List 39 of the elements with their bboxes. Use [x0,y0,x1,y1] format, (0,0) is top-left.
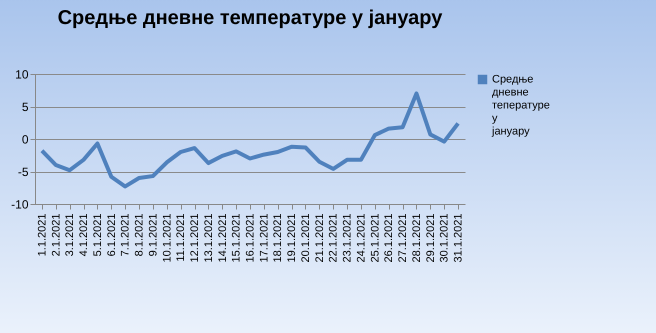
x-tick-label: 1.1.2021 [36,214,48,256]
x-tick-label: 12.1.2021 [189,214,202,262]
x-tick-label: 14.1.2021 [216,214,229,262]
x-tick-label: 4.1.2021 [78,214,90,256]
x-tick-label: 29.1.2021 [424,214,437,262]
y-tick-label: 10 [15,68,29,82]
x-tick-label: 6.1.2021 [106,214,118,256]
x-tick-label: 11.1.2021 [175,214,188,262]
x-tick-label: 22.1.2021 [328,214,340,262]
x-tick-label: 13.1.2021 [202,214,215,262]
x-tick-label: 16.1.2021 [244,214,256,262]
y-tick-label: 0 [22,132,29,146]
y-tick-label: -10 [11,198,29,212]
x-tick-label: 15.1.2021 [230,214,243,262]
x-tick-label: 24.1.2021 [355,214,368,262]
y-tick-label: 5 [22,100,29,114]
x-tick-label: 3.1.2021 [64,214,76,256]
line-series [40,92,460,188]
x-tick-label: 18.1.2021 [272,214,284,262]
chart-title: Средње дневне температуре у јануару [58,7,444,29]
x-tick-label: 23.1.2021 [342,214,354,262]
x-tick-label: 8.1.2021 [134,214,146,256]
legend-label: Средње дневне тепературе у јануару [491,74,550,138]
x-tick-label: 10.1.2021 [161,214,174,262]
x-tick-label: 25.1.2021 [369,214,382,262]
x-tick-label: 30.1.2021 [438,214,451,262]
y-tick-label: -5 [18,165,29,179]
x-tick-label: 5.1.2021 [92,214,104,256]
x-tick-label: 27.1.2021 [397,214,410,262]
x-tick-label: 2.1.2021 [50,214,62,256]
x-tick-label: 26.1.2021 [383,214,396,262]
x-tick-label: 19.1.2021 [286,214,298,262]
x-tick-label: 20.1.2021 [300,214,312,262]
x-tick-label: 28.1.2021 [410,214,423,262]
x-tick-label: 7.1.2021 [120,214,132,256]
x-tick-label: 9.1.2021 [147,214,160,256]
x-tick-label: 17.1.2021 [258,214,270,262]
x-tick-label: 21.1.2021 [314,214,326,262]
x-tick-label: 31.1.2021 [452,214,465,262]
